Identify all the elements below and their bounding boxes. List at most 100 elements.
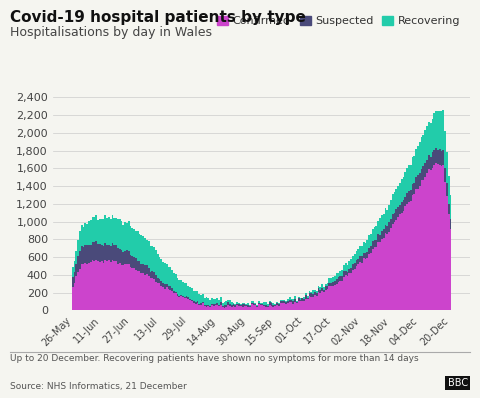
Bar: [332, 282, 334, 286]
Bar: [269, 301, 271, 302]
Text: Covid-19 hospital patients by type: Covid-19 hospital patients by type: [10, 10, 305, 25]
Bar: [117, 248, 119, 264]
Bar: [113, 245, 115, 261]
Bar: [130, 256, 132, 267]
Bar: [233, 304, 235, 306]
Bar: [370, 253, 372, 310]
Bar: [278, 306, 280, 310]
Bar: [79, 231, 81, 251]
Bar: [88, 263, 90, 310]
Bar: [450, 219, 451, 229]
Bar: [164, 263, 166, 284]
Bar: [368, 248, 370, 254]
Bar: [226, 305, 227, 308]
Bar: [435, 148, 437, 163]
Bar: [419, 142, 420, 173]
Bar: [314, 295, 316, 310]
Bar: [220, 302, 222, 305]
Bar: [157, 283, 158, 310]
Bar: [177, 277, 179, 295]
Bar: [375, 226, 377, 240]
Bar: [273, 305, 274, 307]
Bar: [242, 304, 243, 307]
Bar: [218, 300, 220, 305]
Bar: [108, 260, 110, 310]
Bar: [450, 195, 451, 219]
Bar: [90, 220, 92, 245]
Bar: [111, 215, 113, 243]
Bar: [301, 298, 303, 301]
Bar: [444, 168, 446, 181]
Bar: [106, 218, 108, 245]
Bar: [347, 276, 348, 310]
Bar: [177, 295, 179, 296]
Bar: [184, 283, 186, 297]
Bar: [394, 213, 396, 222]
Bar: [227, 305, 229, 310]
Bar: [236, 305, 238, 310]
Bar: [435, 163, 437, 310]
Bar: [160, 259, 162, 281]
Bar: [435, 111, 437, 148]
Bar: [381, 240, 383, 310]
Bar: [448, 176, 450, 204]
Bar: [403, 200, 405, 211]
Bar: [354, 254, 356, 263]
Bar: [318, 286, 320, 288]
Bar: [184, 297, 186, 298]
Bar: [92, 260, 94, 310]
Bar: [426, 160, 428, 173]
Bar: [111, 243, 113, 260]
Bar: [303, 301, 305, 310]
Bar: [200, 303, 202, 304]
Bar: [222, 306, 224, 307]
Bar: [193, 302, 195, 310]
Bar: [426, 127, 428, 160]
Bar: [96, 215, 97, 241]
Bar: [339, 277, 341, 281]
Bar: [215, 299, 216, 304]
Bar: [372, 241, 374, 249]
Bar: [96, 241, 97, 260]
Bar: [348, 261, 350, 269]
Bar: [401, 179, 403, 202]
Bar: [75, 251, 77, 264]
Bar: [101, 245, 103, 261]
Bar: [186, 283, 188, 296]
Bar: [207, 298, 209, 305]
Bar: [196, 303, 198, 310]
Bar: [94, 217, 96, 242]
Text: Source: NHS Informatics, 21 December: Source: NHS Informatics, 21 December: [10, 382, 186, 391]
Bar: [137, 261, 139, 271]
Bar: [77, 272, 79, 310]
Bar: [426, 173, 428, 310]
Bar: [195, 304, 196, 310]
Bar: [97, 220, 99, 244]
Bar: [327, 283, 328, 286]
Bar: [90, 245, 92, 262]
Bar: [386, 210, 388, 226]
Bar: [216, 303, 218, 305]
Bar: [132, 256, 133, 268]
Bar: [186, 298, 188, 310]
Bar: [79, 251, 81, 269]
Bar: [168, 267, 169, 286]
Bar: [274, 305, 276, 306]
Bar: [148, 268, 149, 276]
Bar: [339, 281, 341, 310]
Bar: [439, 111, 441, 149]
Bar: [288, 297, 290, 300]
Bar: [334, 285, 336, 310]
Bar: [318, 292, 320, 310]
Bar: [323, 287, 325, 290]
Bar: [141, 273, 142, 310]
Bar: [437, 111, 439, 150]
Bar: [384, 225, 386, 233]
Bar: [73, 261, 75, 272]
Bar: [305, 293, 307, 295]
Bar: [155, 275, 157, 282]
Bar: [224, 302, 226, 305]
Bar: [437, 164, 439, 310]
Bar: [202, 294, 204, 302]
Bar: [366, 240, 368, 252]
